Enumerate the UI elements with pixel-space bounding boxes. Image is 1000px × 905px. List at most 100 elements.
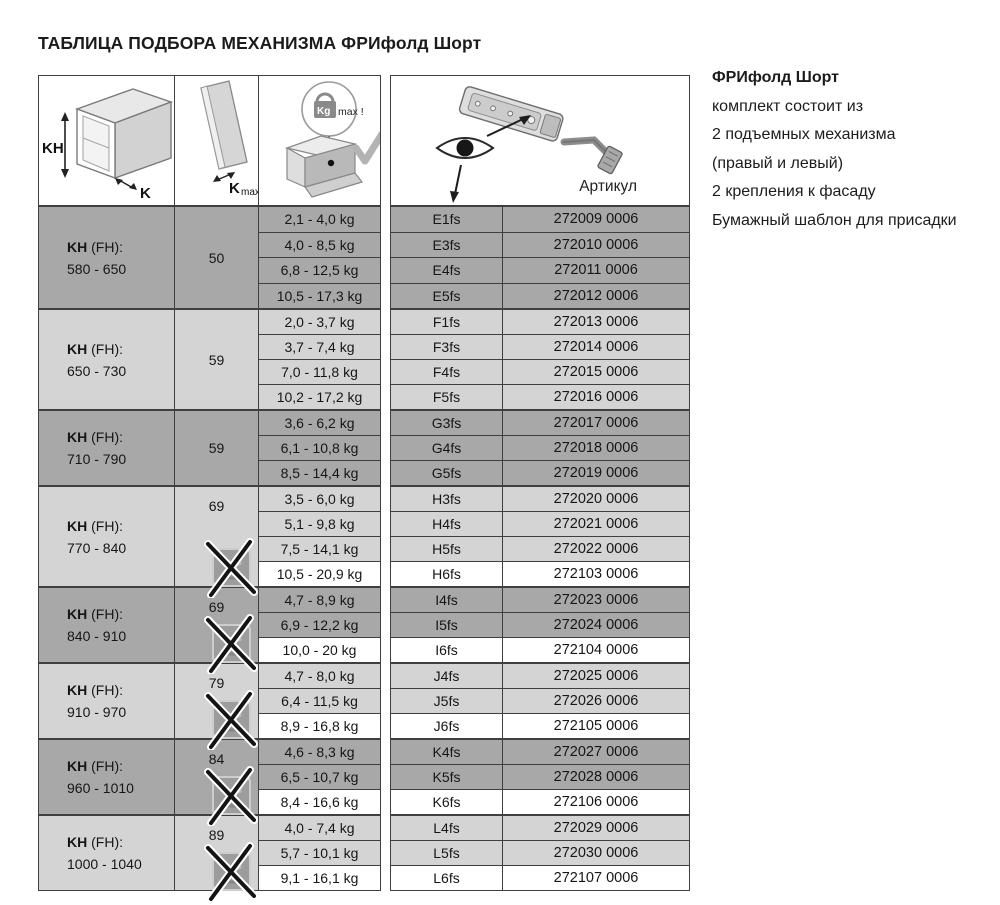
model-cell: I5fs: [391, 613, 503, 637]
model-cell: H4fs: [391, 512, 503, 536]
weight-column: 2,1 - 4,0 kg 4,0 - 8,5 kg 6,8 - 12,5 kg 10,…: [259, 207, 380, 308]
article-cell: 272025 0006: [503, 664, 689, 688]
table-group: KH (FH): 650 - 730 59 2,0 - 3,7 kg 3,7 - 7,4…: [39, 308, 380, 409]
article-cell: 272020 0006: [503, 487, 689, 511]
panel-thickness-icon: K max: [200, 80, 259, 198]
model-cell: G4fs: [391, 436, 503, 460]
weight-cell: 10,5 - 17,3 kg: [259, 282, 380, 308]
table-row: K5fs 272028 0006: [391, 764, 689, 789]
kmax-value: 69: [208, 599, 225, 615]
article-cell: 272015 0006: [503, 360, 689, 384]
kh-label-bold: KH: [67, 517, 88, 534]
model-cell: E4fs: [391, 258, 503, 283]
weight-cell: 8,9 - 16,8 kg: [259, 713, 380, 738]
table-row: F1fs 272013 0006: [391, 310, 689, 334]
article-cell: 272011 0006: [503, 258, 689, 283]
kh-range-cell: KH (FH): 840 - 910: [39, 588, 175, 662]
model-cell: I6fs: [391, 638, 503, 662]
left-table-body: KH (FH): 580 - 650 50 2,1 - 4,0 kg 4,0 - 8,5…: [39, 207, 380, 903]
article-cell: 272030 0006: [503, 841, 689, 865]
weight-max-label: max !: [338, 106, 364, 118]
kh-label: KH (FH):: [67, 606, 123, 622]
model-cell: L4fs: [391, 816, 503, 840]
weight-cell: 6,5 - 10,7 kg: [259, 764, 380, 789]
weight-cell: 7,0 - 11,8 kg: [259, 359, 380, 384]
weight-cell: 6,1 - 10,8 kg: [259, 435, 380, 460]
kh-label-bold: KH: [67, 429, 88, 445]
kh-range-cell: KH (FH): 910 - 970: [39, 664, 175, 738]
kh-label-bold: KH: [67, 758, 88, 774]
header-cell-weight: Kg max !: [259, 76, 380, 205]
model-cell: E5fs: [391, 283, 503, 308]
kh-range-cell: KH (FH): 650 - 730: [39, 310, 175, 409]
kh-label-bold: KH: [67, 834, 88, 850]
article-cell: 272107 0006: [503, 866, 689, 890]
table-group: KH (FH): 910 - 970 79 4,7 - 8,0 kg 6,4 - 11…: [39, 662, 380, 751]
table-row: I5fs 272024 0006: [391, 612, 689, 637]
weight-cell: 8,5 - 14,4 kg: [259, 460, 380, 485]
info-line: комплект состоит из: [712, 97, 864, 115]
model-cell: J5fs: [391, 689, 503, 713]
model-cell: E3fs: [391, 232, 503, 257]
kh-label: KH (FH):: [67, 429, 123, 445]
kh-range: 1000 - 1040: [67, 856, 142, 872]
weight-cell: 6,4 - 11,5 kg: [259, 688, 380, 713]
model-cell: H3fs: [391, 487, 503, 511]
weight-cell: 10,5 - 20,9 kg: [259, 561, 380, 586]
model-cell: K4fs: [391, 740, 503, 764]
weight-column: 3,5 - 6,0 kg 5,1 - 9,8 kg 7,5 - 14,1 kg 10,…: [259, 487, 380, 586]
article-table: Артикул E1fs 272009 0006 E3fs 272010 0006 E4…: [390, 75, 690, 891]
model-cell: K5fs: [391, 765, 503, 789]
table-group: KH (FH): 580 - 650 50 2,1 - 4,0 kg 4,0 - 8,5…: [39, 207, 380, 308]
table-group: KH (FH): 770 - 840 69 3,5 - 6,0 kg 5,1 - 9,…: [39, 485, 380, 599]
kmax-value: 69: [208, 498, 225, 514]
model-cell: H5fs: [391, 537, 503, 561]
table-row: L4fs 272029 0006: [391, 816, 689, 840]
kh-range-cell: KH (FH): 710 - 790: [39, 411, 175, 485]
eye-icon: [435, 137, 495, 159]
weight-cell: 4,6 - 8,3 kg: [259, 740, 380, 764]
article-group: H3fs 272020 0006 H4fs 272021 0006 H5fs 272022…: [391, 485, 689, 586]
table-row: I4fs 272023 0006: [391, 588, 689, 612]
kh-label-bold: KH: [67, 238, 88, 255]
article-cell: 272029 0006: [503, 816, 689, 840]
kmax-cell: 84: [175, 740, 259, 827]
kmax-cell: 50: [175, 207, 259, 308]
model-cell: F3fs: [391, 335, 503, 359]
kh-range-cell: KH (FH): 1000 - 1040: [39, 816, 175, 890]
right-table-body: E1fs 272009 0006 E3fs 272010 0006 E4fs 272011…: [391, 207, 689, 890]
article-group: I4fs 272023 0006 I5fs 272024 0006 I6fs 272104…: [391, 586, 689, 662]
kmax-cell: 69: [175, 588, 259, 675]
table-group: KH (FH): 710 - 790 59 3,6 - 6,2 kg 6,1 - 10,…: [39, 409, 380, 485]
table-row: H3fs 272020 0006: [391, 487, 689, 511]
table-row: E4fs 272011 0006: [391, 257, 689, 283]
model-cell: F5fs: [391, 385, 503, 409]
kh-label: KH (FH):: [67, 238, 123, 255]
no-servo-drive-icon: [202, 764, 260, 827]
max-weight-icon: Kg max !: [284, 81, 380, 198]
weight-column: 4,7 - 8,9 kg 6,9 - 12,2 kg 10,0 - 20 kg: [259, 588, 380, 662]
dimensions-table: KH K K max: [38, 75, 381, 903]
table-row: H4fs 272021 0006: [391, 511, 689, 536]
article-cell: 272013 0006: [503, 310, 689, 334]
kmax-cell: 89: [175, 816, 259, 903]
info-panel-title: ФРИфолд Шорт: [712, 69, 840, 86]
table-row: K4fs 272027 0006: [391, 740, 689, 764]
kh-label: KH (FH):: [67, 682, 123, 698]
model-cell: L5fs: [391, 841, 503, 865]
kh-range: 650 - 730: [67, 362, 127, 379]
selection-table: KH K K max: [38, 75, 690, 903]
weight-column: 4,7 - 8,0 kg 6,4 - 11,5 kg 8,9 - 16,8 kg: [259, 664, 380, 738]
kmax-value: 59: [208, 351, 225, 368]
info-line: (правый и левый): [712, 154, 844, 172]
table-group: KH (FH): 1000 - 1040 89 4,0 - 7,4 kg 5,7 - …: [39, 814, 380, 903]
model-cell: I4fs: [391, 588, 503, 612]
model-cell: E1fs: [391, 207, 503, 232]
page-title: ТАБЛИЦА ПОДБОРА МЕХАНИЗМА ФРИфолд Шорт: [38, 33, 482, 53]
article-cell: 272012 0006: [503, 283, 689, 308]
info-line: 2 подъемных механизма: [712, 126, 896, 143]
article-group: K4fs 272027 0006 K5fs 272028 0006 K6fs 272106…: [391, 738, 689, 814]
article-cell: 272027 0006: [503, 740, 689, 764]
kmax-label-max: max: [241, 187, 259, 198]
article-cell: 272026 0006: [503, 689, 689, 713]
